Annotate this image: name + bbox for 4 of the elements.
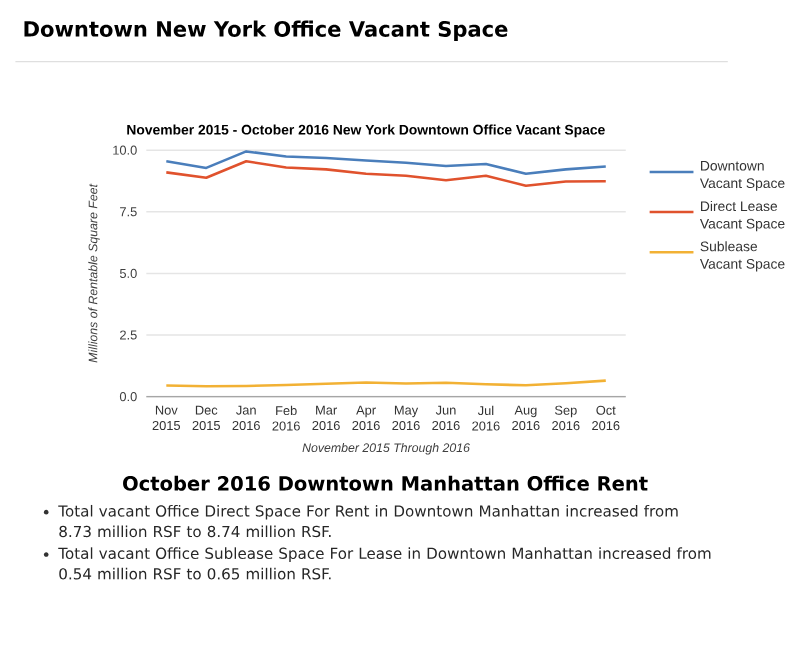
line-series xyxy=(165,160,608,188)
text: October 2016 Downtown Manhattan Office Rent xyxy=(123,476,648,492)
chart-title: Downtown New York Office Vacant Space xyxy=(24,21,508,42)
line-series xyxy=(165,150,608,176)
